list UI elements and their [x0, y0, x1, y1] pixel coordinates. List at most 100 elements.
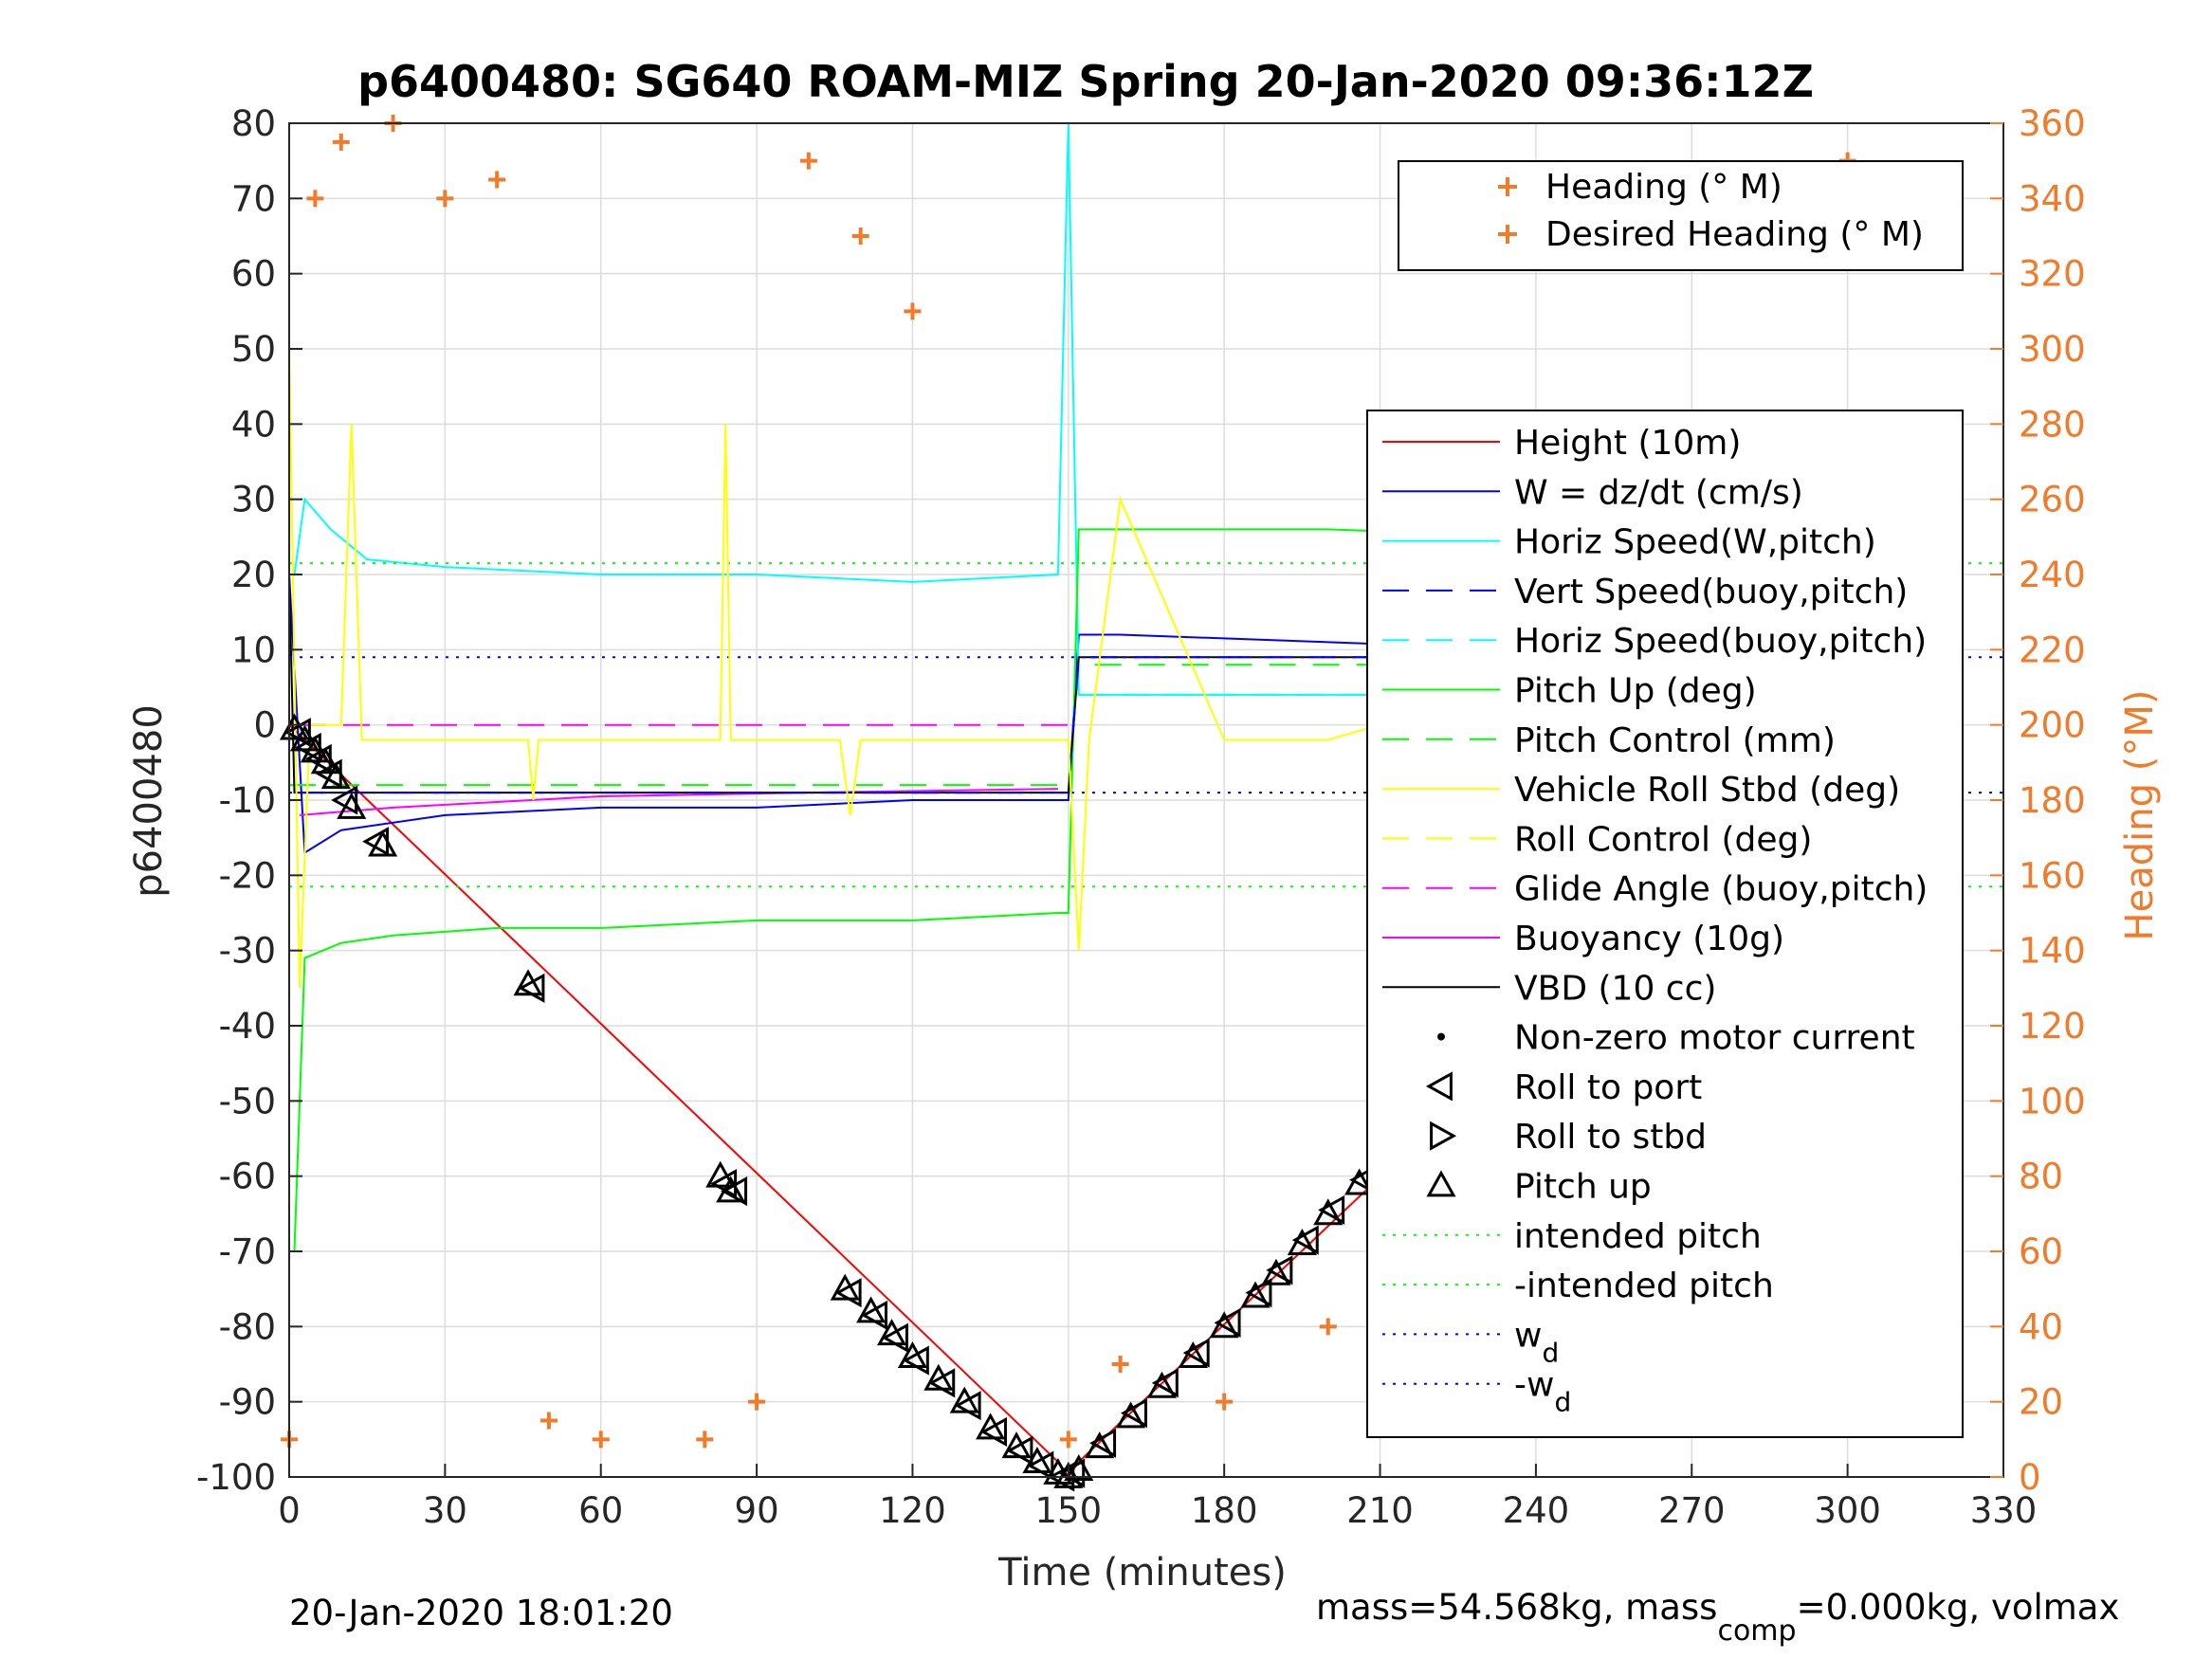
- heading-point: [306, 190, 324, 208]
- roll-to-port-marker: [902, 1345, 929, 1376]
- pitch-up-marker: [320, 762, 351, 790]
- pitch-up-marker: [368, 830, 398, 857]
- pitch-up-marker: [1287, 1228, 1317, 1255]
- pitch-up-marker: [876, 1319, 907, 1346]
- pitch-up-marker: [949, 1386, 979, 1413]
- x-tick-label: 90: [735, 1490, 779, 1531]
- roll-to-port-marker: [980, 1416, 1008, 1447]
- y2-tick-label: 240: [2019, 555, 2086, 595]
- heading-point: [1111, 1356, 1129, 1373]
- roll-to-port-marker: [1089, 1428, 1117, 1458]
- legend-swatch: [1430, 1121, 1457, 1151]
- y-tick-label: -40: [219, 1006, 276, 1047]
- roll-to-port-marker: [721, 1176, 748, 1207]
- footer-mass: mass=54.568kg, masscomp=0.000kg, volmax: [1316, 1587, 2119, 1648]
- y-tick-label: 20: [231, 555, 276, 595]
- legend-label: W = dz/dt (cm/s): [1514, 473, 1803, 512]
- pitch-up-marker: [1240, 1281, 1271, 1308]
- legend-label: VBD (10 cc): [1514, 969, 1716, 1008]
- x-tick-label: 240: [1503, 1490, 1570, 1531]
- pitch-up-marker: [897, 1340, 928, 1368]
- y2-tick-label: 120: [2019, 1006, 2086, 1047]
- y-tick-label: 80: [231, 103, 276, 144]
- y-axis-label: p6400480: [127, 704, 171, 898]
- heading-point: [488, 171, 506, 189]
- roll-to-port-marker: [1182, 1338, 1210, 1368]
- y2-tick-label: 20: [2019, 1382, 2063, 1423]
- pitch-up-marker: [923, 1363, 954, 1391]
- heading-point: [696, 1431, 714, 1449]
- pitch-up-marker: [310, 747, 340, 775]
- legend-main-box: [1366, 410, 1964, 1438]
- legend-swatch: [1425, 1071, 1453, 1102]
- legend-label: Horiz Speed(W,pitch): [1514, 523, 1876, 562]
- legend-label: -intended pitch: [1514, 1267, 1774, 1305]
- roll-to-port-marker: [1245, 1278, 1272, 1308]
- legend-heading-swatch: [1498, 177, 1517, 196]
- footer-timestamp: 20-Jan-2020 18:01:20: [289, 1593, 673, 1633]
- pitch-up-marker: [1344, 1168, 1375, 1195]
- legend-heading: Heading (° M) Desired Heading (° M): [1398, 160, 1964, 271]
- y2-tick-label: 320: [2019, 254, 2086, 295]
- y-tick-label: -80: [219, 1306, 276, 1347]
- heading-point: [332, 133, 350, 151]
- y2-tick-label: 220: [2019, 629, 2086, 670]
- pitch-up-marker: [513, 969, 543, 996]
- pitch-up-marker: [830, 1273, 860, 1301]
- y2-tick-label: 140: [2019, 931, 2086, 972]
- legend-label: Height (10m): [1514, 424, 1741, 463]
- y2-tick-label: 260: [2019, 480, 2086, 520]
- legend-label: Non-zero motor current: [1514, 1019, 1915, 1058]
- y2-tick-label: 100: [2019, 1081, 2086, 1121]
- legend-label: Pitch up: [1514, 1168, 1652, 1207]
- y-tick-label: -10: [219, 780, 276, 821]
- roll-to-port-marker: [954, 1391, 981, 1421]
- roll-to-port-marker: [881, 1322, 908, 1353]
- legend-label: Pitch Control (mm): [1514, 721, 1836, 760]
- legend-label: Glide Angle (buoy,pitch): [1514, 870, 1928, 909]
- legend-swatch: [1426, 1170, 1456, 1197]
- footer-mass-sub: comp: [1717, 1614, 1796, 1648]
- y-tick-label: 60: [231, 254, 276, 295]
- y-tick-label: -70: [219, 1231, 276, 1272]
- y-tick-label: -60: [219, 1157, 276, 1197]
- heading-point: [851, 228, 869, 245]
- legend-label: Pitch Up (deg): [1514, 672, 1757, 711]
- roll-to-port-marker: [294, 732, 321, 763]
- roll-to-port-marker: [1266, 1255, 1293, 1285]
- y-tick-label: 40: [231, 404, 276, 445]
- heading-point: [748, 1393, 766, 1411]
- x-tick-label: 270: [1658, 1490, 1726, 1531]
- y-tick-label: -90: [219, 1382, 276, 1423]
- heading-point: [592, 1431, 610, 1449]
- roll-to-port-marker: [834, 1278, 862, 1308]
- roll-to-port-marker: [331, 785, 358, 815]
- y2-tick-label: 40: [2019, 1306, 2063, 1347]
- y-tick-label: -20: [219, 855, 276, 896]
- heading-point: [904, 302, 922, 320]
- series-line: [299, 788, 1058, 816]
- x-tick-label: 30: [423, 1490, 467, 1531]
- footer-mass-post: =0.000kg, volmax: [1797, 1587, 2120, 1628]
- y-tick-label: 30: [231, 480, 276, 520]
- roll-to-port-marker: [1006, 1435, 1033, 1466]
- heading-point: [1216, 1393, 1234, 1411]
- y2-tick-label: 60: [2019, 1231, 2063, 1272]
- pitch-up-marker: [1001, 1431, 1032, 1459]
- roll-to-port-marker: [1027, 1450, 1054, 1481]
- x-tick-label: 210: [1346, 1490, 1414, 1531]
- pitch-up-marker: [1146, 1371, 1177, 1398]
- y-tick-label: -50: [219, 1081, 276, 1121]
- legend-label: Vehicle Roll Stbd (deg): [1514, 771, 1900, 810]
- axis-ticks: 0 30 60 90 120 150 180 210 240 270 300 330807060504…: [196, 103, 2086, 1531]
- pitch-up-marker: [1313, 1198, 1344, 1226]
- x-tick-label: 150: [1035, 1490, 1103, 1531]
- roll-to-port-marker: [362, 827, 390, 857]
- heading-point: [539, 1412, 558, 1430]
- y2-tick-label: 160: [2019, 855, 2086, 896]
- y-tick-label: 70: [231, 178, 276, 219]
- pitch-up-marker: [1178, 1340, 1208, 1368]
- y2-tick-label: 0: [2019, 1457, 2041, 1498]
- roll-to-port-marker: [1318, 1194, 1345, 1225]
- legend-main: Height (10m) W = dz/dt (cm/s) Horiz Speed(…: [1366, 410, 1964, 1438]
